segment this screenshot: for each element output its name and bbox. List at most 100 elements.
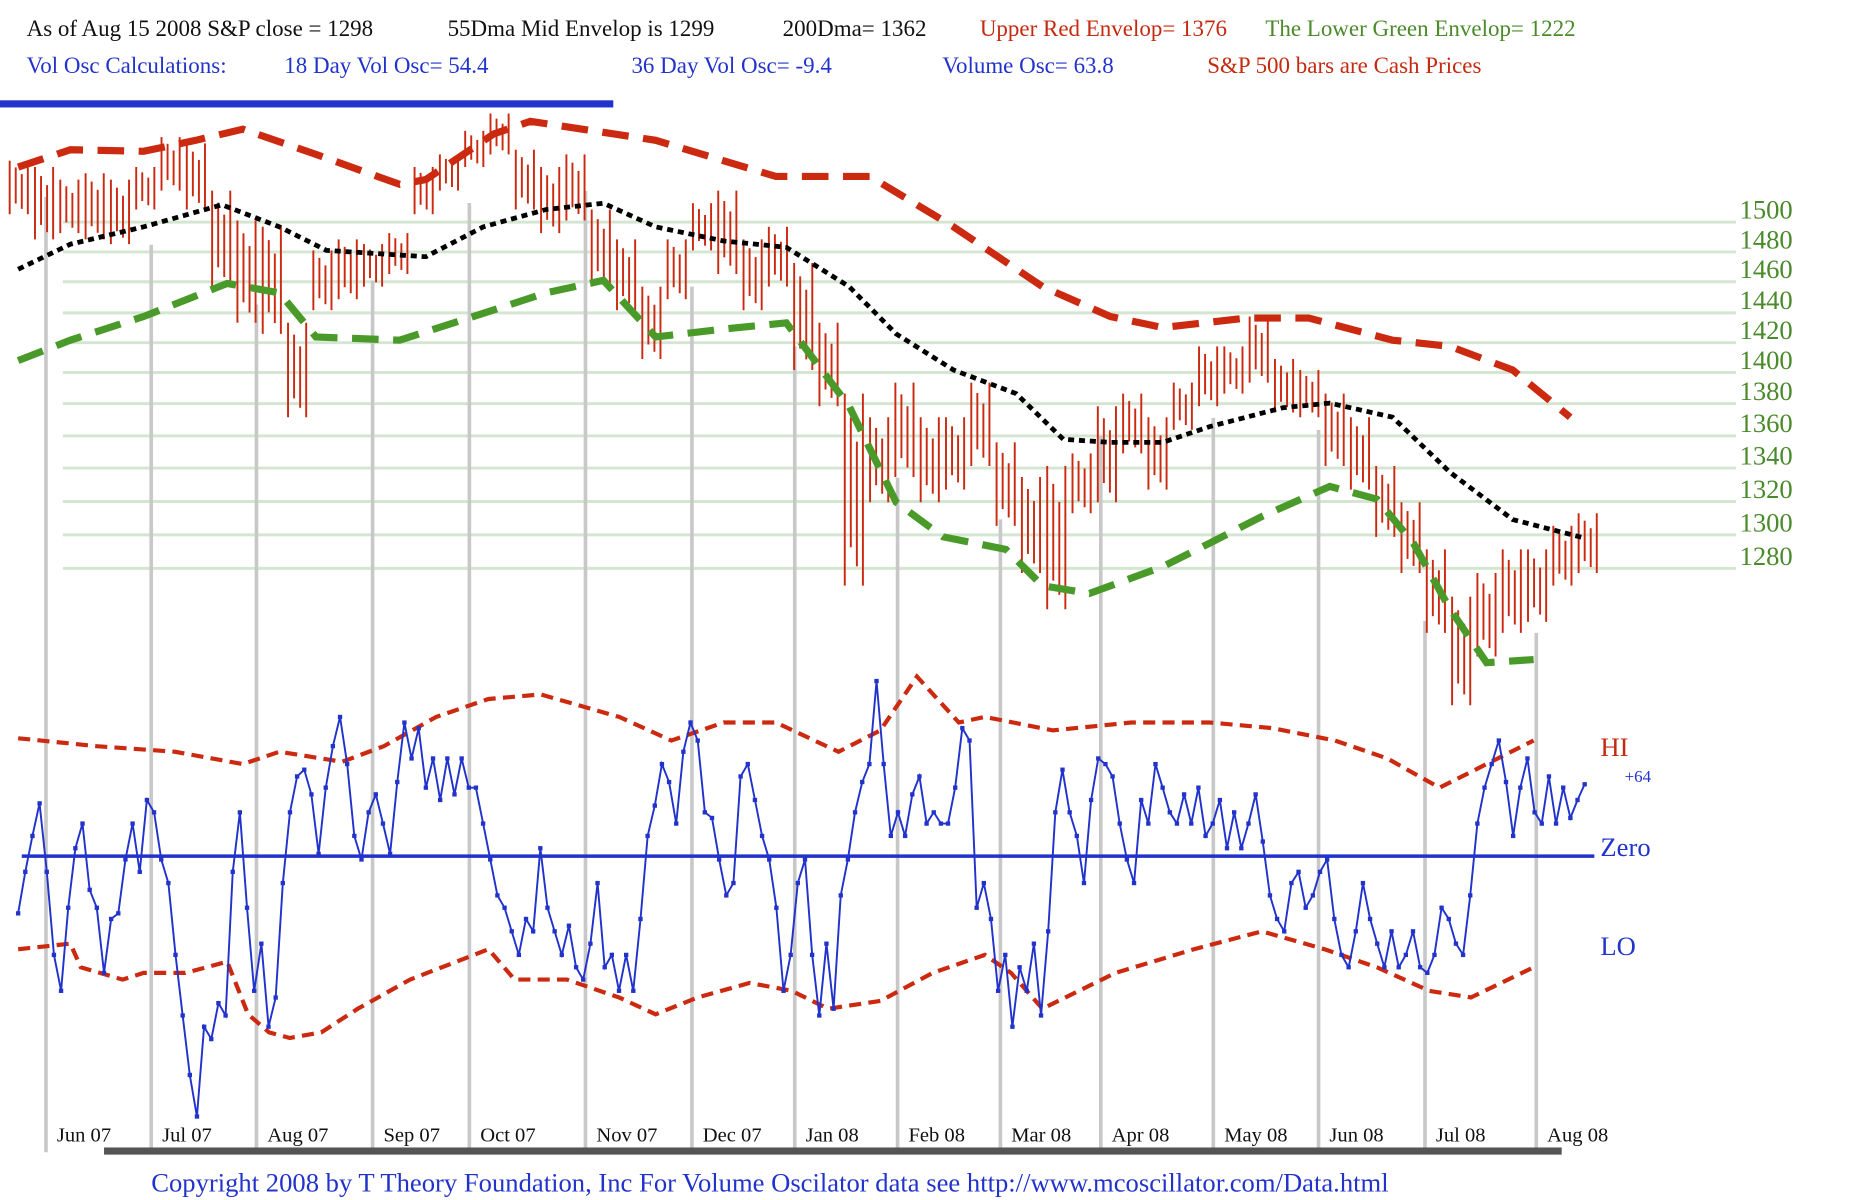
osc-point bbox=[1146, 821, 1151, 826]
osc-point bbox=[1503, 779, 1509, 785]
month-tick-label: Jul 07 bbox=[162, 1125, 212, 1147]
osc-point bbox=[502, 905, 507, 910]
header-200dma: 200Dma= 1362 bbox=[783, 16, 927, 41]
osc-point bbox=[1410, 929, 1416, 934]
osc-point bbox=[752, 797, 758, 803]
osc-point bbox=[602, 965, 607, 970]
osc-point bbox=[166, 880, 171, 886]
month-tick-label: Jul 08 bbox=[1436, 1125, 1486, 1147]
osc-point bbox=[931, 810, 936, 815]
header-mid-envelope: 55Dma Mid Envelop is 1299 bbox=[448, 16, 715, 41]
month-tick-label: Jun 08 bbox=[1329, 1125, 1383, 1147]
osc-point bbox=[809, 952, 815, 958]
osc-point bbox=[1561, 785, 1566, 790]
osc-point bbox=[1210, 821, 1215, 826]
osc-point bbox=[1568, 815, 1573, 821]
osc-point bbox=[216, 1001, 221, 1006]
osc-point bbox=[1324, 857, 1330, 862]
price-bars bbox=[8, 113, 1598, 706]
osc-point bbox=[387, 851, 393, 857]
osc-point bbox=[638, 916, 643, 922]
osc-point bbox=[938, 821, 944, 826]
osc-point bbox=[1260, 839, 1265, 844]
month-tick-label: Jan 08 bbox=[806, 1125, 859, 1147]
osc-point bbox=[230, 869, 235, 874]
osc-point bbox=[223, 1013, 228, 1018]
osc-point bbox=[1367, 916, 1373, 922]
month-axis-labels: Jun 07 Jul 07 Aug 07 Sep 07 Oct 07 Nov 07 Dec … bbox=[57, 1125, 1608, 1147]
osc-point bbox=[902, 833, 908, 839]
osc-point bbox=[538, 846, 543, 851]
osc-point bbox=[895, 810, 901, 815]
header-upper-envelope: Upper Red Envelop= 1376 bbox=[980, 16, 1227, 41]
osc-point bbox=[867, 761, 872, 767]
osc-point bbox=[1139, 797, 1144, 803]
osc-point bbox=[23, 869, 28, 874]
current-osc-label: +64 bbox=[1625, 767, 1652, 786]
osc-point bbox=[366, 810, 371, 815]
osc-point bbox=[1181, 792, 1187, 797]
osc-point bbox=[767, 857, 772, 862]
osc-point bbox=[581, 977, 586, 982]
osc-point bbox=[173, 952, 178, 958]
osc-point bbox=[1360, 880, 1366, 886]
price-tick-label: 1500 bbox=[1740, 195, 1793, 225]
month-tick-label: Sep 07 bbox=[383, 1125, 440, 1147]
osc-point bbox=[1103, 761, 1108, 767]
osc-point bbox=[130, 821, 135, 826]
osc-point bbox=[359, 857, 364, 862]
osc-point bbox=[953, 785, 958, 790]
osc-point bbox=[1160, 785, 1165, 790]
osc-hi-envelope bbox=[17, 673, 1535, 791]
zero-label: Zero bbox=[1600, 832, 1650, 862]
osc-point bbox=[1432, 952, 1437, 958]
osc-point bbox=[666, 779, 672, 785]
osc-point bbox=[1518, 785, 1523, 790]
osc-point bbox=[309, 792, 314, 797]
osc-point bbox=[860, 779, 865, 785]
osc-point bbox=[137, 869, 142, 874]
osc-point bbox=[1017, 965, 1022, 970]
osc-point bbox=[488, 857, 493, 862]
osc-point bbox=[330, 743, 336, 749]
osc-point bbox=[573, 965, 579, 970]
vol-osc-18: 18 Day Vol Osc= 54.4 bbox=[284, 53, 489, 78]
osc-point bbox=[1038, 1013, 1044, 1018]
osc-point bbox=[616, 988, 622, 993]
osc-point bbox=[623, 952, 629, 958]
price-tick-label: 1400 bbox=[1740, 345, 1793, 375]
osc-point bbox=[645, 833, 650, 839]
osc-point bbox=[73, 846, 78, 851]
osc-point bbox=[294, 774, 300, 779]
osc-point bbox=[459, 756, 464, 761]
price-tick-label: 1300 bbox=[1740, 508, 1793, 538]
osc-point bbox=[1468, 893, 1473, 898]
osc-point bbox=[316, 851, 321, 857]
osc-point bbox=[51, 952, 57, 958]
osc-point bbox=[674, 821, 679, 826]
osc-point bbox=[180, 1013, 185, 1018]
osc-point bbox=[244, 905, 250, 910]
osc-point bbox=[1532, 810, 1537, 815]
osc-point bbox=[58, 988, 64, 993]
price-envelopes bbox=[16, 117, 1587, 667]
osc-point bbox=[681, 749, 686, 754]
osc-point bbox=[187, 1072, 192, 1078]
osc-point bbox=[1117, 821, 1122, 826]
price-tick-label: 1280 bbox=[1740, 541, 1793, 571]
lo-label: LO bbox=[1600, 931, 1635, 961]
osc-point bbox=[552, 929, 557, 934]
osc-point bbox=[445, 756, 450, 761]
osc-point bbox=[817, 1013, 822, 1018]
osc-point bbox=[273, 995, 278, 1000]
osc-point bbox=[323, 785, 328, 790]
osc-point bbox=[1417, 965, 1423, 970]
osc-point bbox=[30, 833, 35, 839]
osc-point bbox=[781, 988, 786, 993]
osc-point bbox=[1446, 916, 1451, 922]
osc-point bbox=[981, 880, 986, 886]
osc-point bbox=[194, 1114, 200, 1119]
osc-point bbox=[144, 797, 150, 803]
oscillator-pane bbox=[15, 673, 1587, 1119]
osc-point bbox=[352, 833, 357, 839]
